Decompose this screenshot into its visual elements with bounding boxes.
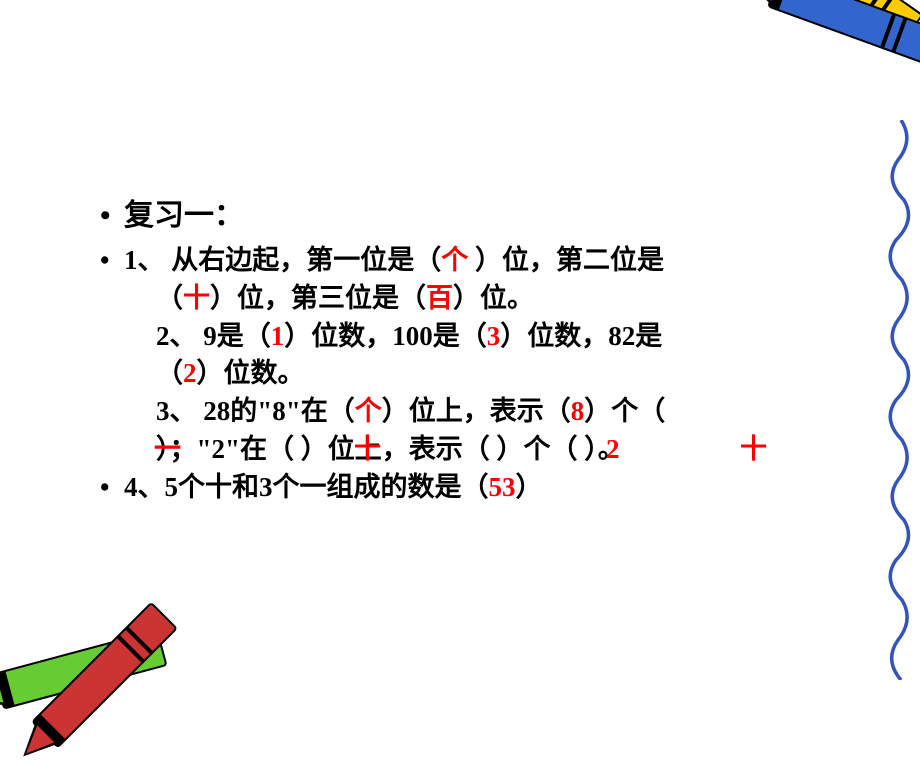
worksheet-content: •复习一： •1、 从右边起，第一位是（个 ）位，第二位是 （十）位，第三位是（… [100,190,860,507]
title-text: 复习一： [124,199,244,232]
question-2-line-1: 2、 9是（1）位数，100是（3）位数，82是 [100,318,860,356]
answer-overlay: 十 [354,431,381,469]
answer: 个 [441,245,468,275]
question-2-line-2: （2）位数。 [100,355,860,393]
answer-overlay: 2 [606,431,620,469]
answer: 2 [183,358,197,388]
answer: 1 [271,321,285,351]
answer-overlay: 一 [154,431,181,469]
crayon-decoration-top [722,0,920,86]
question-1-line-1: •1、 从右边起，第一位是（个 ）位，第二位是 [100,242,860,280]
answer: 53 [489,472,516,502]
question-3-line-2: ）；"2"在（ ）位上，表示（ ）个（ ）。 一 十 2 十 [100,431,860,469]
section-title: •复习一： [100,190,860,234]
question-3-line-1: 3、 28的"8"在（个）位上，表示（8）个（ [100,393,860,431]
answer-overlay: 十 [740,431,767,469]
question-4: •4、5个十和3个一组成的数是（53） [100,469,860,507]
answer: 8 [571,396,585,426]
answer: 3 [487,321,501,351]
answer: 十 [183,283,210,313]
question-1-line-2: （十）位，第三位是（百）位。 [100,280,860,318]
crayon-decoration-bottom [0,605,193,753]
squiggle-decoration [886,120,916,680]
answer: 百 [426,283,453,313]
answer: 个 [355,396,382,426]
